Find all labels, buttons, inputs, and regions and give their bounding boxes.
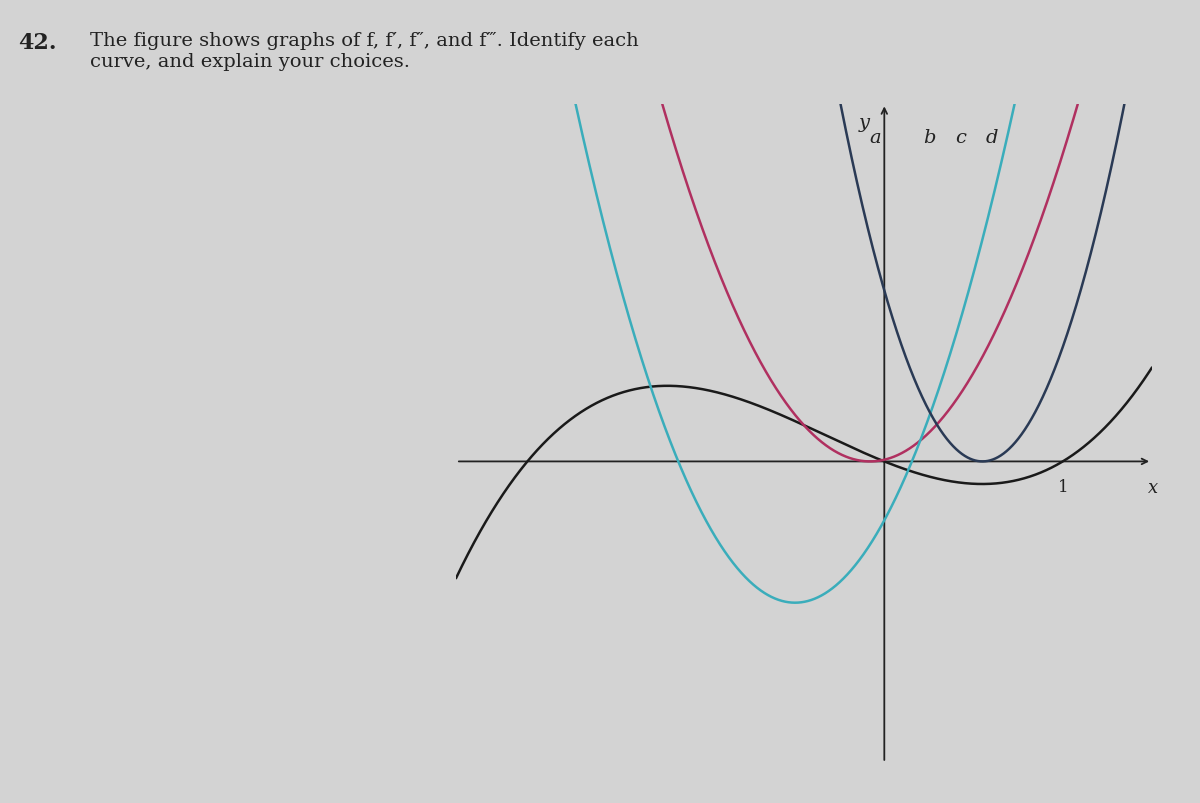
Text: The figure shows graphs of f, f′, f″, and f‴. Identify each
curve, and explain y: The figure shows graphs of f, f′, f″, an…	[90, 32, 638, 71]
Text: a: a	[870, 128, 881, 147]
Text: y: y	[859, 114, 870, 132]
Text: d: d	[985, 128, 997, 147]
Text: 1: 1	[1057, 479, 1068, 495]
Text: b: b	[923, 128, 935, 147]
Text: x: x	[1148, 479, 1158, 497]
Text: 42.: 42.	[18, 32, 56, 54]
Text: c: c	[955, 128, 966, 147]
